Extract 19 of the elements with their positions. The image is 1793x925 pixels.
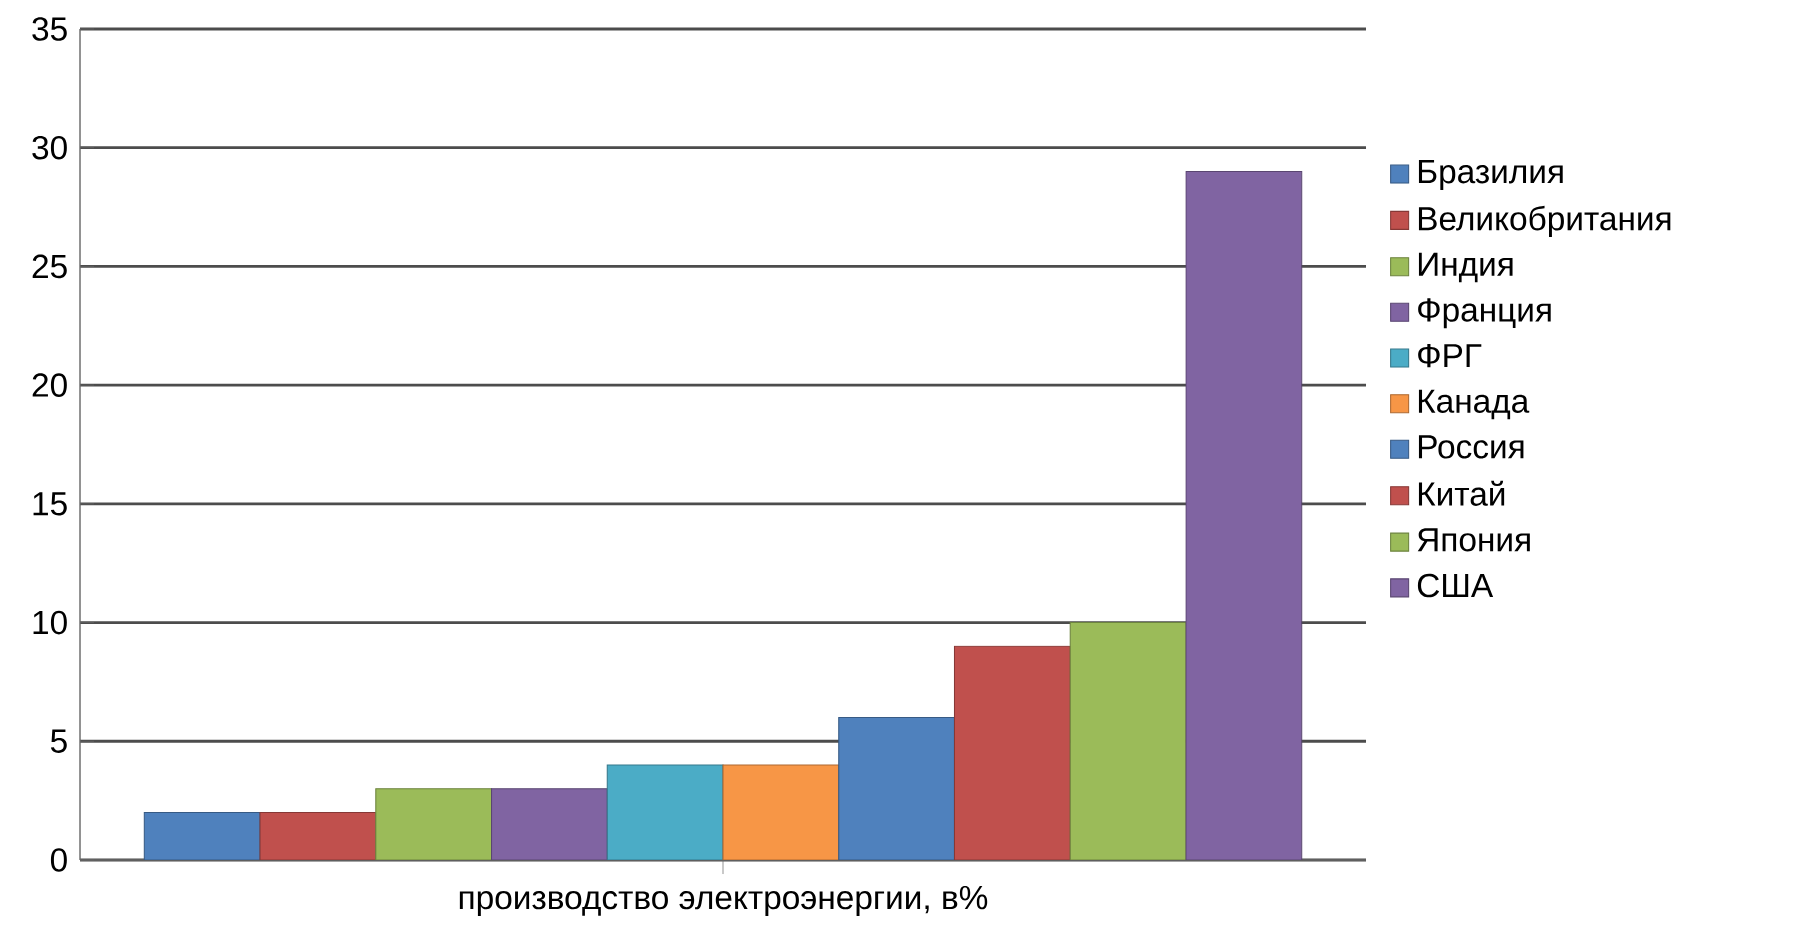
y-tick-label: 25 bbox=[32, 254, 67, 279]
y-tick-label: 20 bbox=[32, 373, 67, 397]
y-tick-label: 30 bbox=[32, 135, 67, 160]
x-tick-label: производство электроэнергии, в% bbox=[459, 885, 988, 916]
legend-label: ФРГ bbox=[1418, 343, 1482, 368]
y-tick-label: 10 bbox=[33, 610, 67, 635]
legend-label: Франция bbox=[1418, 298, 1551, 329]
legend-label: Бразилия bbox=[1418, 160, 1563, 191]
legend-label: Россия bbox=[1418, 435, 1524, 459]
legend-label: Индия bbox=[1418, 252, 1513, 283]
legend-label: Япония bbox=[1417, 528, 1530, 552]
y-tick-label: 15 bbox=[33, 492, 67, 516]
y-tick-label: 5 bbox=[50, 729, 67, 753]
legend-label: США bbox=[1417, 573, 1494, 598]
legend-label: Великобритания bbox=[1418, 205, 1671, 238]
legend-label: Китай bbox=[1418, 480, 1505, 506]
y-tick-label: 0 bbox=[50, 848, 67, 872]
y-tick-label: 35 bbox=[32, 17, 67, 41]
legend-label: Канада bbox=[1418, 389, 1530, 420]
